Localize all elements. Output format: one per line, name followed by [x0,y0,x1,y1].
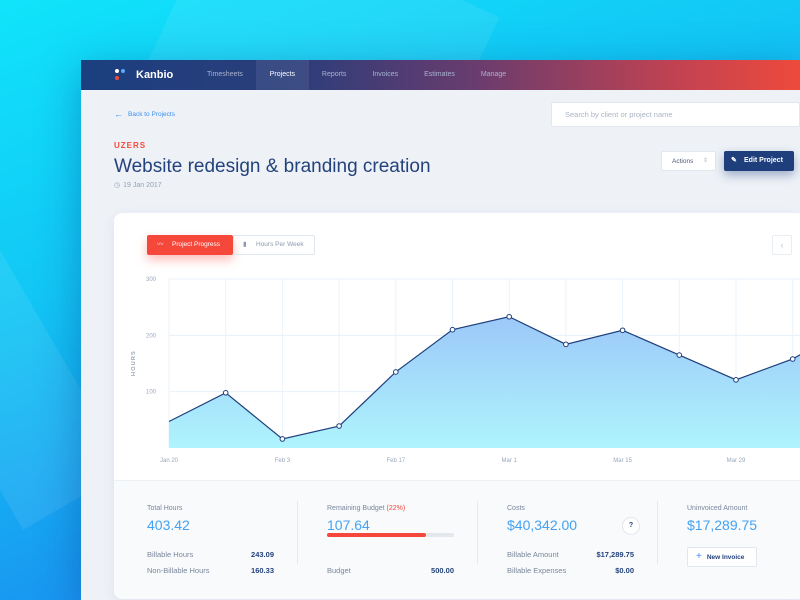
x-tick-label: Feb 3 [275,458,291,464]
data-point [222,389,229,396]
edit-project-button[interactable]: ✎ Edit Project [724,151,794,171]
chevron-updown-icon: ⇕ [702,158,708,164]
stat-costs: Costs $40,342.00 ? Billable Amount $17,28… [507,481,640,600]
edit-label: Edit Project [744,157,783,164]
x-tick-label: Jan 20 [160,458,179,464]
stat-row: Budget 500.00 [327,566,454,575]
search-input[interactable]: Search by client or project name [551,102,800,127]
data-point [789,356,796,362]
stat-remaining-budget: Remaining Budget (22%) 107.64 Budget 500.… [327,481,454,600]
tab-label: Project Progress [172,241,221,248]
row-label: Budget [327,566,351,575]
page-title: Website redesign & branding creation [114,156,431,177]
stats-panel: Total Hours 403.42 Billable Hours 243.09 … [114,480,800,599]
stat-total-hours: Total Hours 403.42 Billable Hours 243.09 … [147,481,274,600]
back-label: Back to Projects [128,110,175,118]
row-value: 500.00 [431,566,454,575]
nav-reports[interactable]: Reports [321,71,347,78]
stat-value: 403.42 [147,517,190,533]
divider [297,501,298,564]
row-value: $0.00 [615,566,634,575]
chevron-left-icon[interactable]: ‹ [772,235,792,255]
budget-progress-fill [327,533,427,537]
x-tick-label: Mar 1 [502,458,518,464]
stat-label: Costs [507,505,525,512]
edit-icon: ✎ [731,157,737,164]
logo-icon [114,68,128,82]
divider [477,501,478,564]
help-button[interactable]: ? [622,517,640,535]
line-chart-icon: 〰 [157,241,164,248]
stat-value: 107.64 [327,517,370,533]
bar-chart-icon: ▮ [243,241,247,248]
nav-projects[interactable]: Projects [255,60,309,90]
row-label: Non-Billable Hours [147,566,210,575]
data-point [676,352,683,358]
stat-label: Total Hours [147,505,183,512]
x-tick-label: Feb 17 [386,458,405,464]
y-tick-label: 300 [146,277,157,283]
stat-row: Billable Amount $17,289.75 [507,550,634,559]
data-point [619,327,626,334]
data-point [279,436,286,442]
project-card: 100 200 300 Jan 20 Feb 3 Feb 17 Mar 1 Mar 15 Mar… [114,213,800,599]
progress-chart: 100 200 300 Jan 20 Feb 3 Feb 17 Mar 1 Mar 15 Mar… [131,277,800,464]
actions-label: Actions [672,158,694,165]
nav-manage[interactable]: Manage [480,71,507,78]
y-tick-label: 200 [146,333,157,339]
row-value: 243.09 [251,550,274,559]
row-label: Billable Hours [147,550,194,559]
divider [657,501,658,564]
tab-project-progress[interactable]: 〰 Project Progress [147,235,233,255]
y-axis-label: HOURS [131,350,137,376]
row-label: Billable Amount [507,550,559,559]
date-text: 19 Jan 2017 [123,181,162,189]
row-label: Billable Expenses [507,566,567,575]
data-point [336,423,342,429]
data-point [393,369,399,375]
budget-progress-bar [327,533,454,537]
x-tick-label: Mar 29 [727,458,746,464]
data-point [449,326,456,333]
top-nav: Kanbio Timesheets Projects Reports Invoi… [81,60,800,90]
nav-invoices[interactable]: Invoices [372,71,399,78]
tab-hours-per-week[interactable]: ▮ Hours Per Week [233,235,315,255]
budget-percent: (22%) [386,505,406,512]
nav-timesheets[interactable]: Timesheets [207,71,243,78]
tab-label: Hours Per Week [256,241,304,248]
data-point [563,341,569,348]
stat-row: Billable Hours 243.09 [147,550,274,559]
logo[interactable]: Kanbio [114,68,194,82]
stat-row: Non-Billable Hours 160.33 [147,566,274,575]
row-value: 160.33 [251,566,274,575]
stat-label: Uninvoiced Amount [687,505,748,512]
stat-row: Billable Expenses $0.00 [507,566,634,575]
row-value: $17,289.75 [596,550,634,559]
data-point [506,313,513,320]
label-text: Remaining Budget [327,505,385,512]
area-fill [169,316,800,448]
app-window: Kanbio Timesheets Projects Reports Invoi… [81,60,800,600]
project-date: ◷ 19 Jan 2017 [114,181,162,190]
y-tick-label: 100 [146,390,157,396]
stat-value: $40,342.00 [507,517,578,533]
clock-icon: ◷ [114,182,121,189]
app-name: Kanbio [136,69,174,81]
actions-dropdown[interactable]: Actions ⇕ [661,151,716,171]
data-point [733,377,739,383]
new-invoice-button[interactable]: + New Invoice [687,547,757,567]
nav-estimates[interactable]: Estimates [424,71,455,78]
x-tick-label: Mar 15 [613,458,632,464]
arrow-left-icon: ← [114,109,123,119]
stat-value: $17,289.75 [687,517,758,533]
button-label: New Invoice [706,554,745,561]
back-link[interactable]: ← Back to Projects [114,109,175,119]
plus-icon: + [696,551,702,562]
stat-label: Remaining Budget (22%) [327,505,405,512]
client-name: UZERS [114,141,147,150]
stat-uninvoiced: Uninvoiced Amount $17,289.75 + New Invoic… [687,481,787,600]
